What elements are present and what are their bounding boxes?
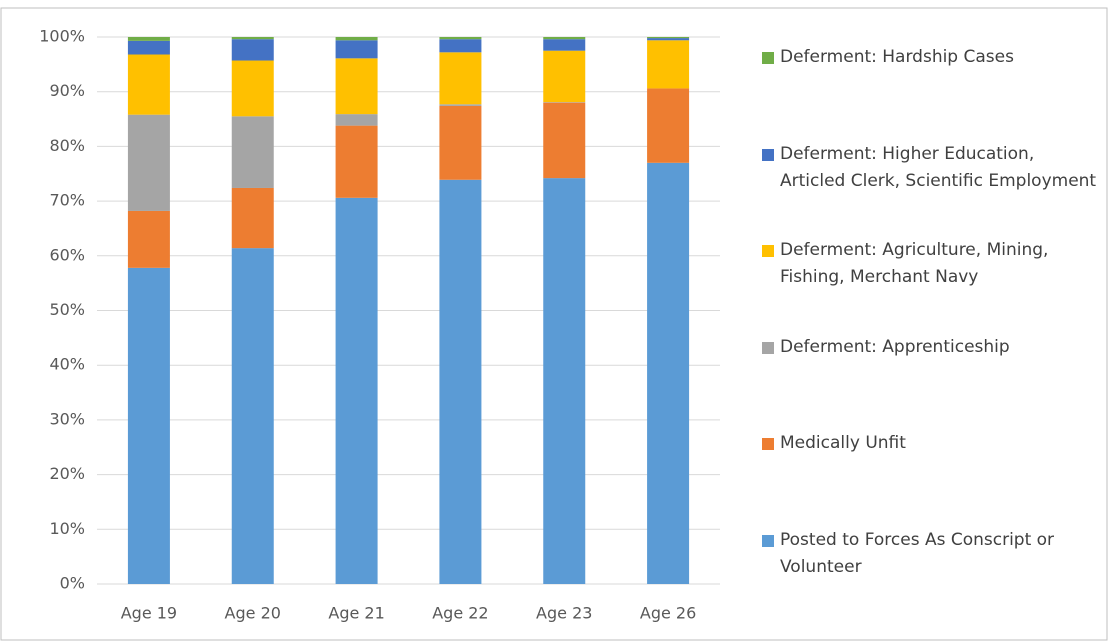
legend-item: Deferment: Apprenticeship [762,334,1102,361]
y-tick-label: 80% [49,136,85,155]
legend-label: Medically Unfit [780,433,906,453]
legend-swatch [762,245,774,257]
bar-segment [127,267,170,584]
legend-item: Deferment: Higher Education, Articled Cl… [762,141,1102,195]
bar-segment [127,54,170,115]
bar-segment [439,37,482,40]
legend-label: Deferment: Apprenticeship [780,336,1010,357]
x-tick-label: Age 21 [328,604,384,623]
y-tick-label: 90% [49,81,85,100]
bar-segment [647,88,690,163]
y-tick-label: 60% [49,245,85,264]
bar-segment [647,38,690,41]
legend-label: Posted to Forces As Conscript or Volunte… [780,529,1055,577]
bar-segment [647,37,690,39]
bar-segment [543,102,586,179]
frame [0,7,1108,641]
legend-swatch [762,438,774,450]
legend-swatch [762,148,774,161]
x-tick-label: Age 23 [536,604,592,623]
legend-label: Deferment: Agriculture, Mining, Fishing,… [780,240,1049,287]
bar-segment [127,114,170,211]
bar-segment [127,37,170,41]
legend-swatch [762,534,774,547]
bar-segment [647,40,690,89]
y-tick-label: 20% [49,464,85,483]
y-tick-label: 10% [49,519,85,538]
x-tick-label: Age 20 [225,604,281,623]
legend-item: Deferment: Agriculture, Mining, Fishing,… [762,237,1102,291]
legend-label: Deferment: Hardship Cases [780,47,1014,67]
bar-segment [543,39,586,51]
legend-swatch [762,341,774,354]
legend-item: Medically Unfit [762,430,1102,457]
x-tick-label: Age 19 [121,604,177,623]
x-tick-label: Age 26 [640,604,696,623]
y-tick-label: 0% [60,574,85,593]
bar-segment [335,58,378,115]
bar-segment [127,40,170,55]
bar-segment [439,52,482,105]
bar-segment [543,178,586,584]
bar-segment [439,105,482,180]
bar-segment [335,125,378,198]
y-tick-label: 100% [39,27,85,46]
bar-segment [127,210,170,268]
bar-segment [543,50,586,103]
bar-segment [335,40,378,59]
legend-item: Deferment: Hardship Cases [762,44,1102,71]
y-tick-label: 30% [49,409,85,428]
y-tick-label: 70% [49,191,85,210]
bar-segment [335,37,378,41]
bar-segment [439,39,482,53]
bar-segment [231,248,274,584]
bar-segment [231,39,274,61]
bar-segment [439,179,482,584]
bar-segment [231,37,274,40]
bar-segment [231,187,274,249]
x-tick-label: Age 22 [432,604,488,623]
bar-segment [231,60,274,117]
bar-segment [231,116,274,188]
y-tick-label: 50% [49,300,85,319]
legend-item: Posted to Forces As Conscript or Volunte… [762,527,1102,581]
legend-label: Deferment: Higher Education, Articled Cl… [780,143,1097,191]
y-tick-label: 40% [49,355,85,374]
bar-segment [335,197,378,584]
bar-segment [439,104,482,106]
bar-segment [335,114,378,126]
bar-segment [543,37,586,40]
bar-segment [647,162,690,584]
bar-segment [543,102,586,103]
legend-swatch [762,52,774,64]
